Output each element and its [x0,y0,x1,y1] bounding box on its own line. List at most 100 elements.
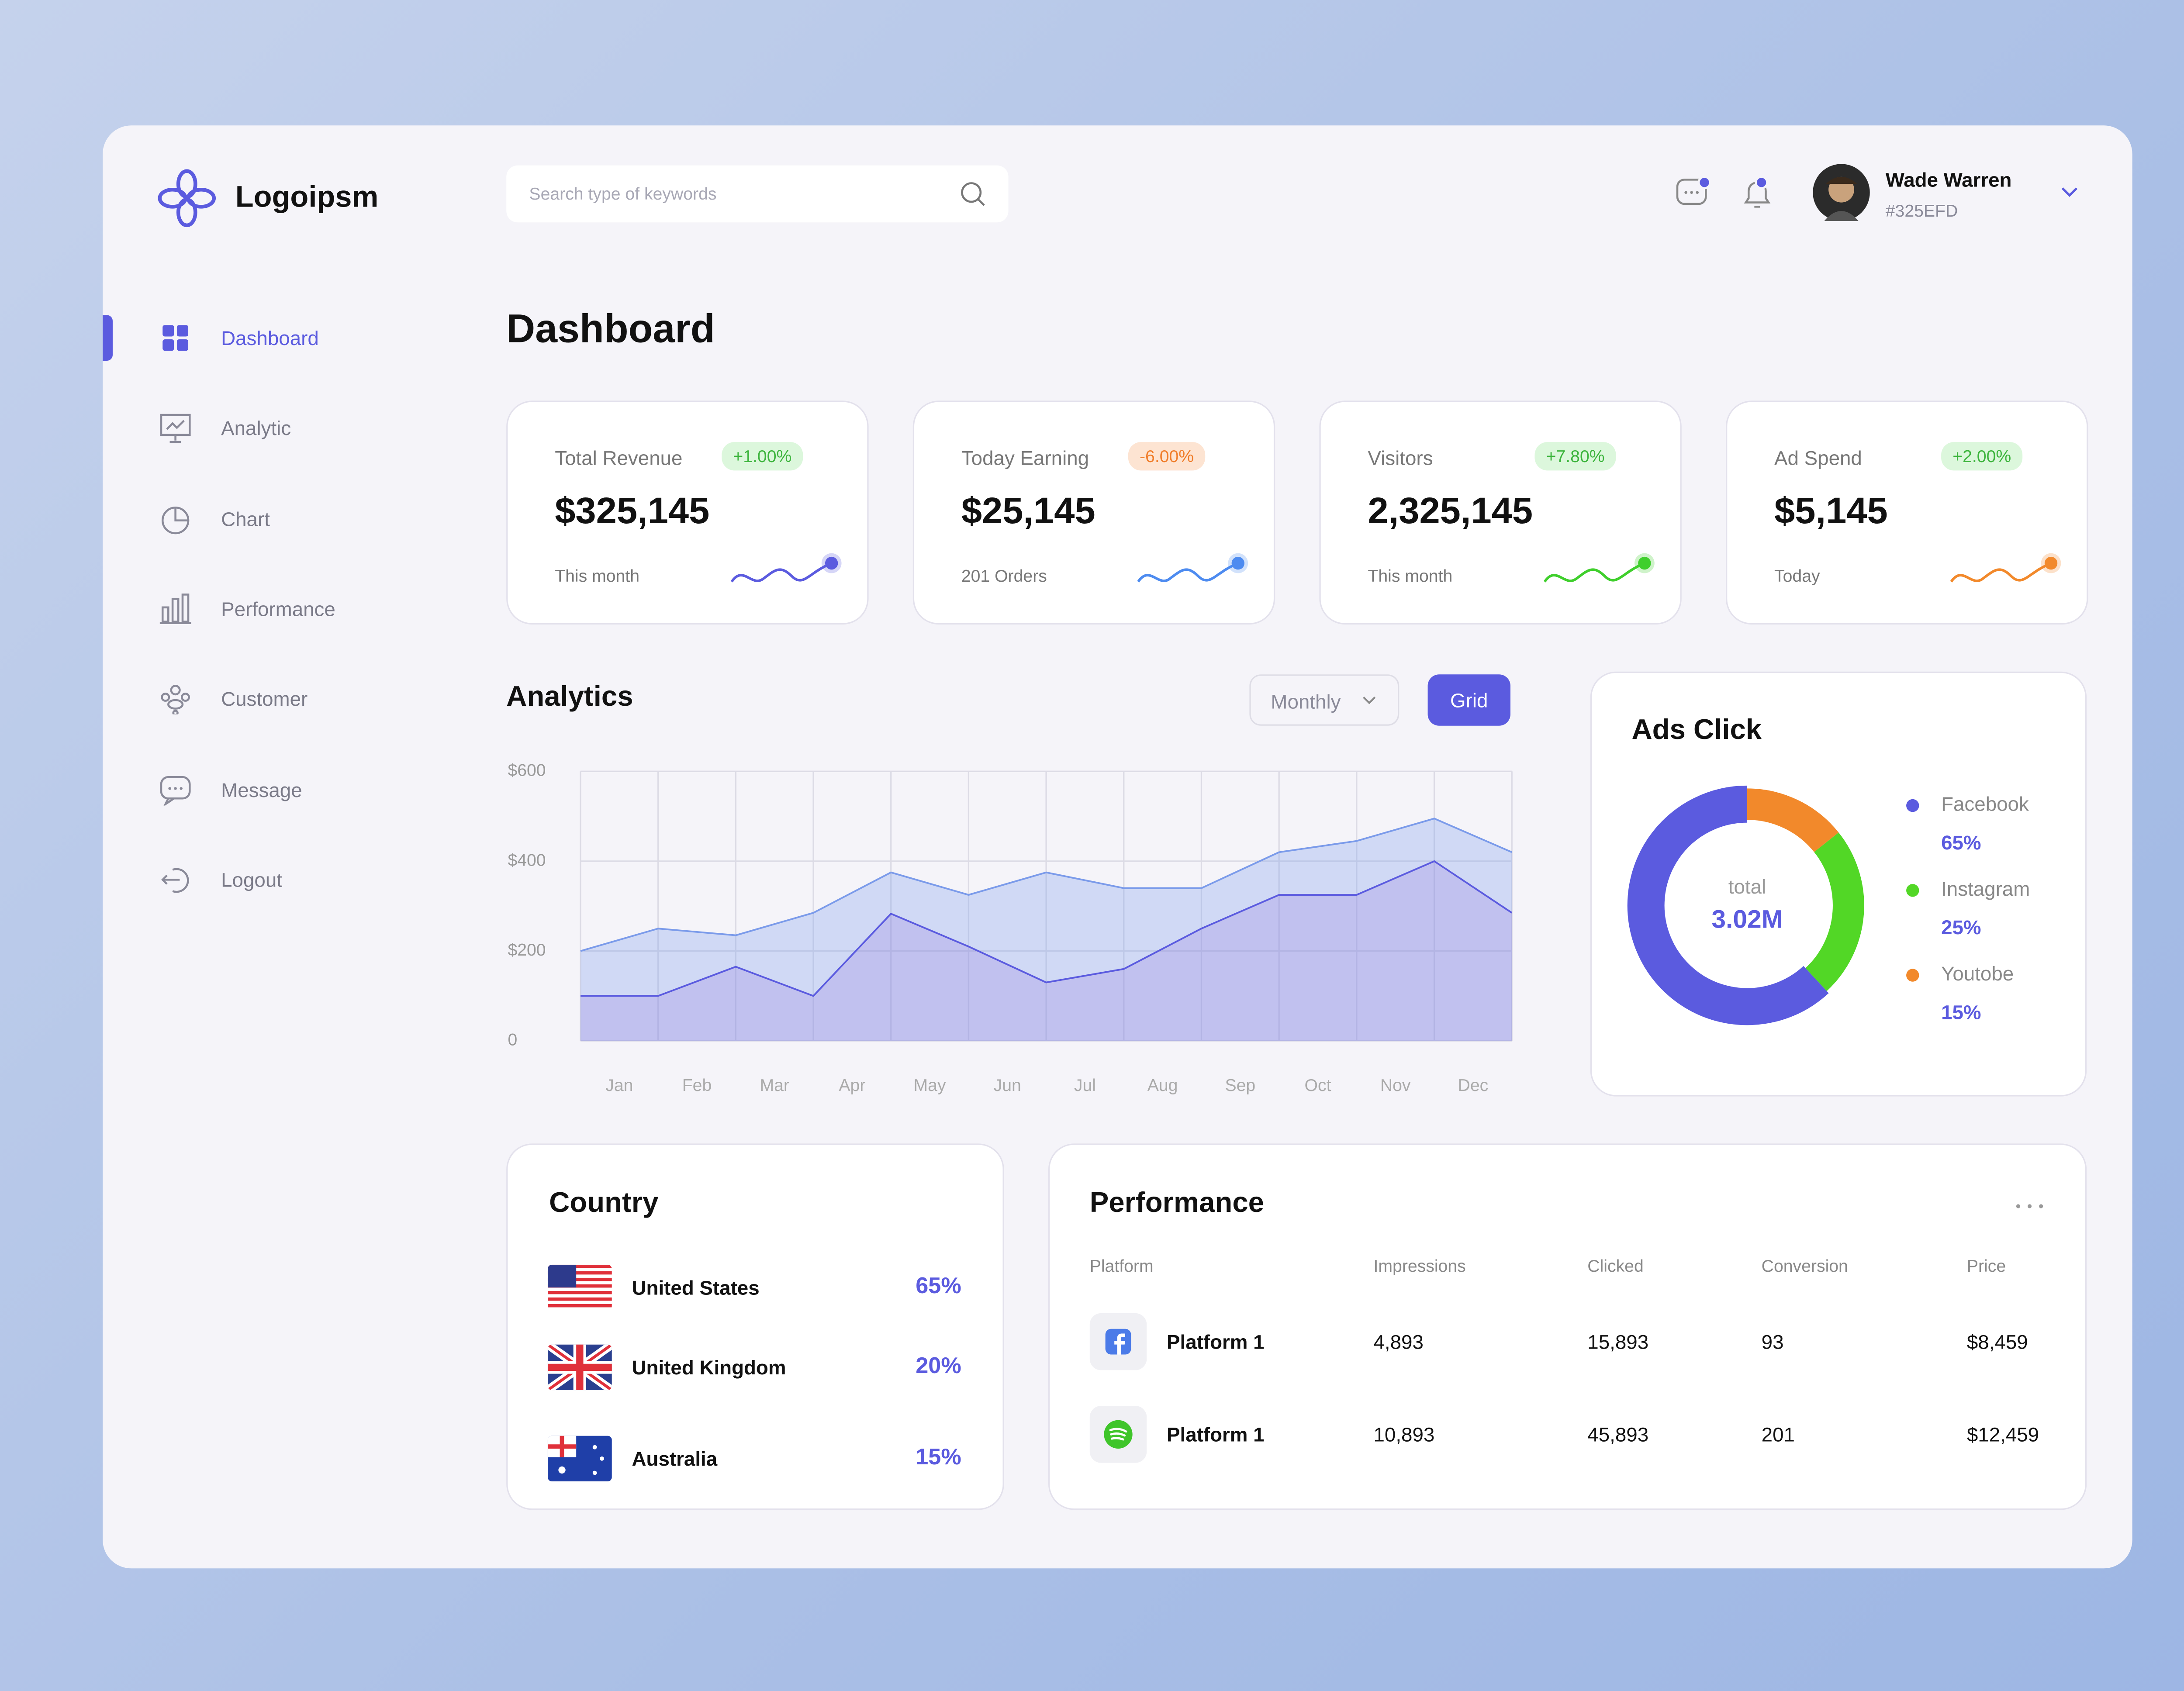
grid-button[interactable]: Grid [1427,674,1510,726]
legend-value: 15% [1941,1001,1981,1023]
y-tick-label: $200 [508,941,546,959]
nav-item[interactable]: Performance [221,597,335,620]
country-title: Country [549,1187,659,1219]
stat-badge: +1.00% [722,442,803,471]
nav-item[interactable]: Chart [221,507,270,530]
nav-icon [160,414,191,444]
x-tick-label: Sep [1225,1076,1255,1095]
nav-icon [160,775,191,805]
stat-card: Today Earning -6.00% $25,145 201 Orders [912,400,1275,625]
user-id: #325EFD [1885,201,1958,221]
table-header: Platform [1089,1256,1154,1276]
table-header: Conversion [1761,1256,1848,1276]
legend-value: 25% [1941,916,1981,939]
country-card: Country United States 65% United Kingdom 20… [506,1143,1004,1510]
donut-segment [1805,832,1864,991]
performance-card: Performance Platform Impressions Clicked Co… [1048,1143,2087,1510]
country-name: Australia [632,1447,718,1470]
user-menu-chevron[interactable] [2060,185,2080,200]
stat-note: This month [1368,566,1453,586]
dropdown-chevron [1363,696,1376,704]
performance-title: Performance [1089,1187,1264,1219]
stat-label: Today Earning [961,446,1089,469]
stat-label: Ad Spend [1774,446,1862,469]
stat-badge: +2.00% [1941,442,2023,471]
stat-value: 2,325,145 [1368,489,1533,532]
table-cell: 45,893 [1587,1423,1649,1446]
y-tick-label: $400 [508,851,546,870]
stat-value: $325,145 [555,489,710,532]
country-name: United States [632,1276,760,1299]
sparkline [1543,553,1655,583]
stat-card: Ad Spend +2.00% $5,145 Today [1726,400,2088,625]
notification-icon[interactable] [1737,174,1780,214]
avatar[interactable] [1813,164,1870,221]
stat-value: $25,145 [961,489,1095,532]
platform-icon [1089,1313,1147,1370]
page-title: Dashboard [506,306,715,351]
legend-label: Facebook [1941,793,2029,815]
period-value: Monthly [1271,690,1341,713]
search-box[interactable]: Search type of keywords [506,165,1009,223]
stat-value: $5,145 [1774,489,1888,532]
ads-click-title: Ads Click [1632,713,1762,745]
donut-total: 3.02M [1711,905,1783,934]
platform-icon [1089,1406,1147,1463]
x-tick-label: Jan [605,1076,633,1095]
x-tick-label: Dec [1458,1076,1489,1095]
stat-card: Visitors +7.80% 2,325,145 This month [1319,400,1682,625]
nav-item[interactable]: Dashboard [221,326,319,349]
x-tick-label: May [914,1076,946,1095]
user-name: Wade Warren [1885,168,2012,191]
nav-item[interactable]: Logout [221,868,282,891]
table-cell: $8,459 [1966,1330,2028,1353]
legend-swatch [1906,799,1919,812]
sparkline [1137,553,1248,583]
platform-name: Platform 1 [1167,1423,1265,1446]
country-name: United Kingdom [632,1356,786,1379]
donut-segment [1747,788,1839,852]
stat-note: Today [1774,566,1820,586]
sparkline [1950,553,2061,583]
table-header: Price [1966,1256,2006,1276]
message-icon[interactable] [1674,174,1717,214]
stat-badge: +7.80% [1534,442,1616,471]
country-share: 15% [916,1446,961,1470]
stat-note: 201 Orders [961,566,1047,586]
legend-swatch [1906,884,1919,897]
nav-item[interactable]: Analytic [221,417,291,440]
nav-item[interactable]: Customer [221,687,308,711]
country-share: 65% [916,1274,961,1299]
country-flag [547,1344,612,1391]
brand-name: Logoipsm [235,181,379,214]
donut-center-label: total [1728,876,1766,898]
country-flag [547,1436,612,1482]
x-tick-label: Jul [1074,1076,1096,1095]
table-cell: 15,893 [1587,1330,1649,1353]
area-line [580,818,1513,952]
x-tick-label: Oct [1305,1076,1331,1095]
area-line [580,860,1513,997]
legend-label: Youtobe [1941,963,2014,985]
stat-label: Total Revenue [555,446,683,469]
more-menu[interactable] [2015,1202,2044,1211]
donut-segment [1627,785,1829,1025]
x-tick-label: Nov [1380,1076,1411,1095]
period-dropdown[interactable]: Monthly [1249,674,1400,726]
country-flag [547,1264,612,1311]
legend-label: Instagram [1941,878,2030,900]
x-tick-label: Jun [994,1076,1021,1095]
nav-icon [159,593,191,624]
stat-badge: -6.00% [1128,442,1206,471]
x-tick-label: Aug [1147,1076,1178,1095]
table-header: Impressions [1373,1256,1466,1276]
stat-label: Visitors [1368,446,1433,469]
analytics-title: Analytics [506,681,633,713]
nav-item[interactable]: Message [221,777,302,801]
search-icon [961,182,985,206]
legend-swatch [1906,969,1919,982]
area-fill [580,818,1512,1041]
x-tick-label: Apr [839,1076,865,1095]
